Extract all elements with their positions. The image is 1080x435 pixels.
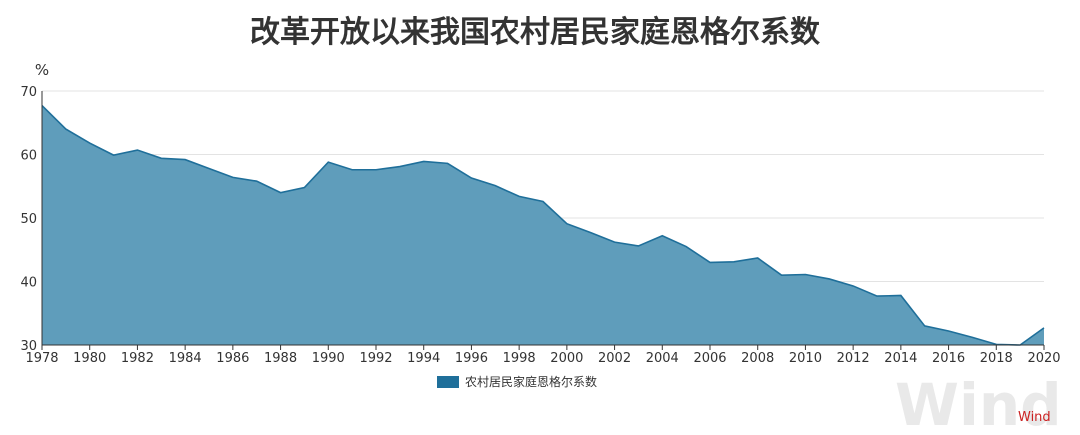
- x-tick-label: 2020: [1027, 351, 1060, 366]
- data-point[interactable]: [803, 273, 807, 277]
- data-point[interactable]: [374, 168, 378, 172]
- legend-swatch: [437, 376, 459, 388]
- x-tick-label: 2000: [550, 351, 583, 366]
- data-point[interactable]: [469, 176, 473, 180]
- series-line: [41, 105, 1045, 346]
- y-tick-label: 40: [20, 276, 37, 291]
- data-point[interactable]: [970, 335, 974, 339]
- plot-area: [41, 105, 1046, 346]
- x-tick-label: 2008: [741, 351, 774, 366]
- x-tick-label: 1980: [73, 351, 106, 366]
- x-tick-label: 2018: [980, 351, 1013, 366]
- x-tick-label: 2014: [884, 351, 917, 366]
- data-point[interactable]: [422, 159, 426, 163]
- data-point[interactable]: [398, 165, 402, 169]
- data-point[interactable]: [947, 329, 951, 333]
- x-tick-label: 1988: [264, 351, 297, 366]
- x-tick-label: 1978: [25, 351, 58, 366]
- watermark-label: Wind: [1018, 410, 1051, 425]
- data-point[interactable]: [326, 160, 330, 164]
- x-tick-label: 1998: [503, 351, 536, 366]
- data-point[interactable]: [732, 260, 736, 264]
- legend[interactable]: 农村居民家庭恩格尔系数: [437, 374, 597, 389]
- x-tick-label: 1986: [216, 351, 249, 366]
- data-point[interactable]: [350, 168, 354, 172]
- x-tick-labels: 1978 1980 1982 1984 1986 1988 1990 1992 1994 1996…: [25, 345, 1061, 366]
- data-point[interactable]: [899, 293, 903, 297]
- data-point[interactable]: [780, 273, 784, 277]
- data-point[interactable]: [589, 231, 593, 235]
- x-tick-label: 2010: [789, 351, 822, 366]
- x-tick-label: 2012: [837, 351, 870, 366]
- axes: [41, 91, 1044, 346]
- watermark-logo: Wind: [895, 371, 1062, 435]
- y-tick-label: 30: [20, 339, 37, 354]
- area-fill: [42, 105, 1044, 345]
- y-tick-label: 70: [20, 85, 37, 100]
- data-point[interactable]: [756, 256, 760, 260]
- data-point[interactable]: [279, 191, 283, 195]
- data-point[interactable]: [851, 284, 855, 288]
- data-point[interactable]: [183, 158, 187, 162]
- x-tick-label: 1982: [121, 351, 154, 366]
- data-point[interactable]: [684, 245, 688, 249]
- x-tick-label: 1984: [169, 351, 202, 366]
- data-point[interactable]: [613, 240, 617, 244]
- data-point[interactable]: [112, 153, 116, 157]
- x-tick-label: 1994: [407, 351, 440, 366]
- data-point[interactable]: [159, 156, 163, 160]
- data-point[interactable]: [231, 175, 235, 179]
- data-point[interactable]: [64, 127, 68, 131]
- x-tick-label: 1996: [455, 351, 488, 366]
- data-point[interactable]: [827, 277, 831, 281]
- x-tick-label: 2004: [646, 351, 679, 366]
- chart-title: 改革开放以来我国农村居民家庭恩格尔系数: [250, 15, 821, 50]
- data-point[interactable]: [636, 244, 640, 248]
- y-tick-label: 60: [20, 149, 37, 164]
- data-point[interactable]: [923, 324, 927, 328]
- data-point[interactable]: [565, 222, 569, 226]
- data-point[interactable]: [255, 179, 259, 183]
- data-point[interactable]: [493, 184, 497, 188]
- data-point[interactable]: [88, 141, 92, 145]
- x-tick-label: 1992: [359, 351, 392, 366]
- x-tick-label: 1990: [312, 351, 345, 366]
- x-tick-label: 2016: [932, 351, 965, 366]
- x-tick-label: 2002: [598, 351, 631, 366]
- data-point[interactable]: [541, 199, 545, 203]
- data-point[interactable]: [446, 161, 450, 165]
- y-tick-labels: 30 40 50 60 70: [20, 85, 37, 354]
- data-point[interactable]: [708, 260, 712, 264]
- x-tick-label: 2006: [693, 351, 726, 366]
- y-tick-label: 50: [20, 212, 37, 227]
- data-point[interactable]: [135, 148, 139, 152]
- data-point[interactable]: [207, 166, 211, 170]
- data-point[interactable]: [302, 186, 306, 190]
- data-point[interactable]: [1042, 326, 1046, 330]
- data-point[interactable]: [875, 294, 879, 298]
- legend-label: 农村居民家庭恩格尔系数: [465, 374, 597, 389]
- data-point[interactable]: [660, 234, 664, 238]
- y-axis-unit: %: [35, 61, 49, 79]
- data-point[interactable]: [517, 194, 521, 198]
